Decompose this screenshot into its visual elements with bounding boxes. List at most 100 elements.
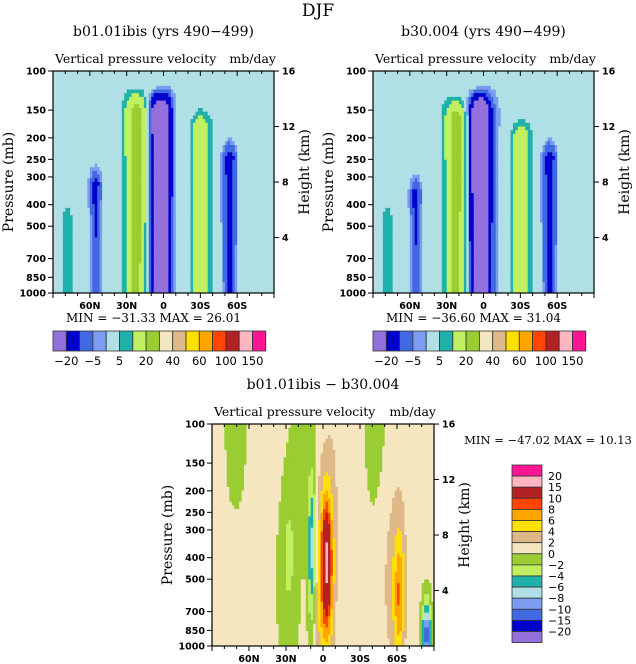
contour-cell [104,119,108,124]
contour-cell [269,270,272,275]
contour-cell [114,230,118,235]
contour-cell [215,200,218,205]
contour-cell [205,193,209,198]
contour-cell [60,74,64,79]
contour-cell [53,133,56,138]
contour-cell [102,204,105,209]
contour-cell [190,108,194,113]
contour-cell [131,241,135,246]
contour-cell [138,230,142,235]
contour-cell [163,82,167,87]
contour-cell [251,156,255,161]
contour-cell [192,252,196,257]
contour-cell [94,185,98,190]
contour-cell [269,170,272,175]
contour-cell [57,152,61,157]
contour-cell [65,141,69,146]
contour-cell [212,156,216,161]
contour-cell [239,82,243,87]
contour-cell [219,211,223,216]
contour-cell [232,270,236,275]
contour-cell [237,259,241,264]
contour-cell [237,230,241,235]
contour-cell [185,219,189,224]
contour-cell [65,222,69,227]
contour-cell [153,78,157,83]
contour-cell [163,89,167,94]
contour-cell [215,122,218,127]
contour-cell [195,141,199,146]
contour-cell [202,141,206,146]
contour-cell [70,263,74,268]
contour-cell [136,167,140,172]
contour-cell [173,152,177,157]
contour-cell [124,185,128,190]
contour-cell [183,215,186,220]
contour-cell [202,108,206,113]
contour-cell [259,111,263,116]
contour-cell [129,259,132,264]
contour-cell [80,178,83,183]
contour-cell [114,237,118,242]
contour-cell [232,78,236,83]
contour-cell [190,174,194,179]
contour-cell [104,71,108,76]
contour-cell [212,108,216,113]
contour-cell [109,270,113,275]
contour-cell [202,137,206,142]
contour-cell [269,256,272,261]
contour-cell [207,137,211,142]
contour-cell [192,263,196,268]
contour-cell [141,111,145,116]
contour-cell [161,193,164,198]
contour-cell [62,248,66,253]
contour-cell [173,74,177,79]
contour-cell [188,152,191,157]
contour-cell [158,256,162,261]
contour-cell [219,248,223,253]
contour-cell [215,256,218,261]
contour-cell [136,274,140,279]
contour-cell [237,137,241,142]
contour-cell [121,111,125,116]
contour-cell [70,259,74,264]
contour-cell [136,122,140,127]
contour-cell [190,96,194,101]
contour-cell [180,222,184,227]
contour-cell [259,85,263,90]
contour-cell [271,182,275,187]
contour-cell [229,85,233,90]
contour-cell [138,85,142,90]
contour-cell [141,141,145,146]
contour-cell [264,152,268,157]
contour-cell [259,133,263,138]
contour-cell [195,108,199,113]
contour-cell [269,267,272,272]
contour-cell [244,189,248,194]
contour-cell [75,263,78,268]
contour-cell [180,170,184,175]
contour-cell [60,104,64,109]
contour-cell [227,270,231,275]
contour-cell [163,219,167,224]
contour-cell [207,145,211,150]
contour-cell [266,167,270,172]
contour-cell [264,85,268,90]
contour-cell [70,74,74,79]
contour-cell [234,78,238,83]
contour-cell [65,263,69,268]
contour-cell [57,100,61,105]
contour-cell [227,122,231,127]
contour-cell [227,156,231,161]
contour-cell [148,270,152,275]
contour-cell [114,141,118,146]
contour-cell [254,178,258,183]
contour-cell [84,215,88,220]
contour-cell [65,182,69,187]
contour-cell [111,196,115,201]
contour-cell [180,89,184,94]
contour-cell [134,115,137,120]
contour-cell [249,152,253,157]
contour-cell [62,96,66,101]
contour-cell [53,259,56,264]
